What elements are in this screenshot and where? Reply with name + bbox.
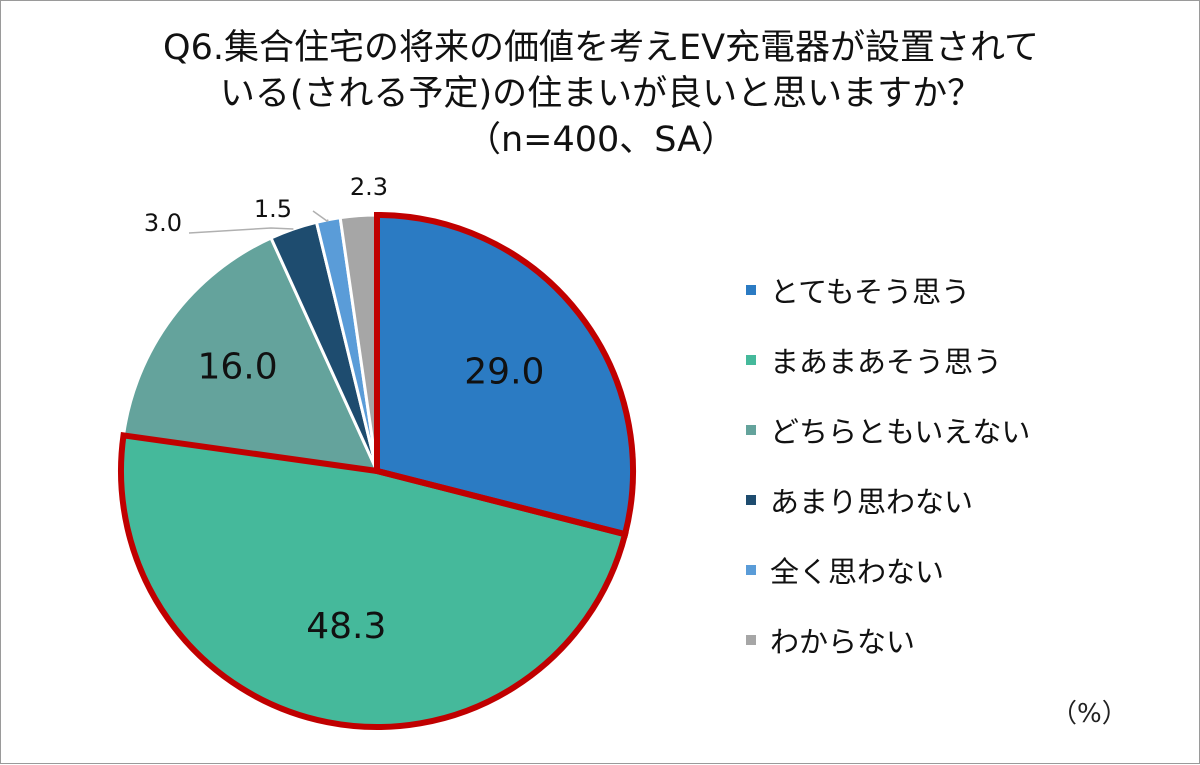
legend-item-2: まあまあそう思う: [746, 325, 1030, 395]
title-line-3: （n=400、SA）: [465, 120, 737, 160]
title-line-2: いる(される予定)の住まいが良いと思いますか？: [219, 74, 983, 114]
slice-6-value-label: 2.3: [350, 173, 388, 201]
legend-swatch-2: [746, 355, 756, 365]
title-line-1: Q6.集合住宅の将来の価値を考えEV充電器が設置されて: [163, 28, 1039, 68]
legend-label-4: あまり思わない: [770, 485, 974, 519]
legend-item-5: 全く思わない: [746, 535, 1030, 605]
slice-3-wedge: [121, 235, 380, 473]
legend-item-4: あまり思わない: [746, 465, 1030, 535]
legend-item-3: どちらともいえない: [746, 395, 1030, 465]
legend-label-1: とてもそう思う: [770, 275, 971, 309]
unit-label: （%）: [1051, 699, 1128, 729]
legend: とてもそう思う まあまあそう思う どちらともいえない あまり思わない 全く思わない わから…: [746, 255, 1030, 675]
slice-3-value-label: 16.0: [197, 346, 277, 387]
slice-5-leader-line: [312, 210, 329, 222]
slice-1-highlight-outline: [374, 211, 636, 538]
slice-4-leader-line: [188, 227, 294, 234]
legend-label-2: まあまあそう思う: [770, 345, 1003, 379]
legend-label-3: どちらともいえない: [770, 415, 1031, 449]
slice-4-value-label: 3.0: [144, 209, 182, 237]
chart-title: Q6.集合住宅の将来の価値を考えEV充電器が設置されて いる(される予定)の住ま…: [1, 25, 1200, 163]
slice-2-value-label: 48.3: [306, 606, 386, 647]
legend-swatch-1: [746, 285, 756, 295]
legend-label-5: 全く思わない: [770, 555, 945, 589]
slice-2-highlight-outline: [118, 431, 629, 730]
slice-5-value-label: 1.5: [254, 195, 292, 223]
legend-swatch-3: [746, 425, 756, 435]
legend-item-6: わからない: [746, 605, 1030, 675]
legend-swatch-5: [746, 565, 756, 575]
legend-swatch-6: [746, 635, 756, 645]
slice-1-value-label: 29.0: [464, 352, 544, 393]
legend-label-6: わからない: [770, 625, 916, 659]
legend-item-1: とてもそう思う: [746, 255, 1030, 325]
legend-swatch-4: [746, 495, 756, 505]
